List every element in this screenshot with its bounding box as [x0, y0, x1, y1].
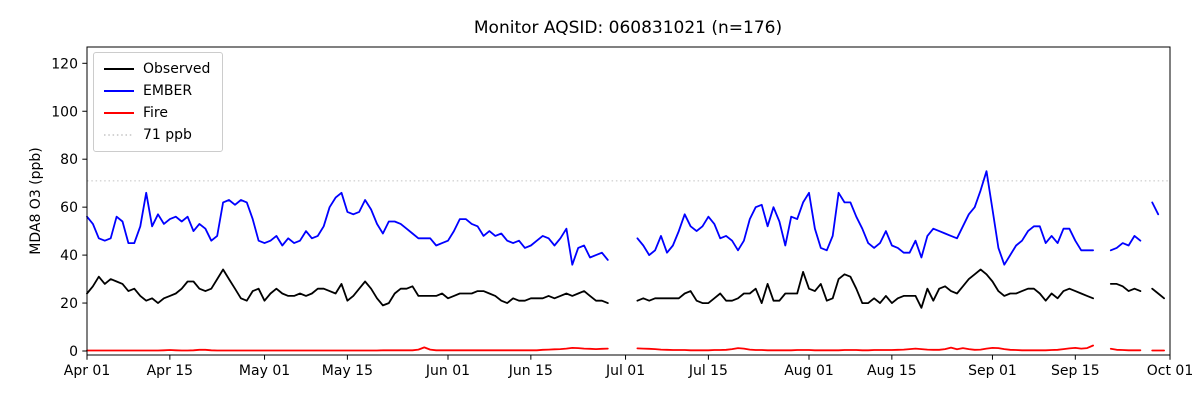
y-tick-label: 20: [60, 296, 78, 312]
series-line-observed: [86, 268, 1165, 309]
legend-label-observed: Observed: [143, 61, 211, 77]
series-layer: [86, 170, 1165, 352]
legend-item-71ppb: 71 ppb: [104, 126, 210, 144]
legend: Observed EMBER Fire 71 ppb: [93, 52, 224, 152]
x-tick-label: Aug 15: [867, 363, 917, 379]
legend-item-observed: Observed: [104, 60, 210, 78]
x-tick-label: Jun 15: [508, 363, 553, 379]
y-tick-label: 80: [60, 152, 78, 168]
legend-label-ember: EMBER: [143, 83, 193, 99]
legend-item-fire: Fire: [104, 104, 210, 122]
y-tick-label: 60: [60, 200, 78, 216]
x-tick-label: Jul 15: [688, 363, 728, 379]
x-tick-label: Apr 15: [147, 363, 193, 379]
y-tick-label: 40: [60, 248, 78, 264]
x-tick-label: May 01: [239, 363, 290, 379]
series-line-ember: [86, 170, 1160, 266]
axes-spines: [86, 46, 1171, 356]
x-tick-label: Oct 01: [1147, 363, 1193, 379]
x-tick-label: Jul 01: [605, 363, 645, 379]
y-axis-label: MDA8 O3 (ppb): [28, 147, 44, 255]
legend-label-fire: Fire: [143, 105, 168, 121]
x-tick-label: Jun 01: [425, 363, 470, 379]
chart-title: Monitor AQSID: 060831021 (n=176): [474, 18, 782, 38]
x-tick-label: Aug 01: [784, 363, 834, 379]
y-tick-label: 100: [51, 104, 78, 120]
y-tick-label: 0: [69, 344, 78, 360]
legend-label-71ppb: 71 ppb: [143, 127, 192, 143]
x-tick-label: May 15: [322, 363, 373, 379]
tick-layer: Apr 01 Apr 15 May 01 May 15 Jun 01 Jun 15 Jul …: [51, 56, 1193, 379]
series-line-fire: [86, 344, 1165, 352]
plot-background: [87, 47, 1170, 355]
x-tick-label: Sep 15: [1051, 363, 1100, 379]
y-tick-label: 120: [51, 56, 78, 72]
legend-item-ember: EMBER: [104, 82, 210, 100]
x-tick-label: Apr 01: [64, 363, 110, 379]
x-tick-label: Sep 01: [968, 363, 1017, 379]
